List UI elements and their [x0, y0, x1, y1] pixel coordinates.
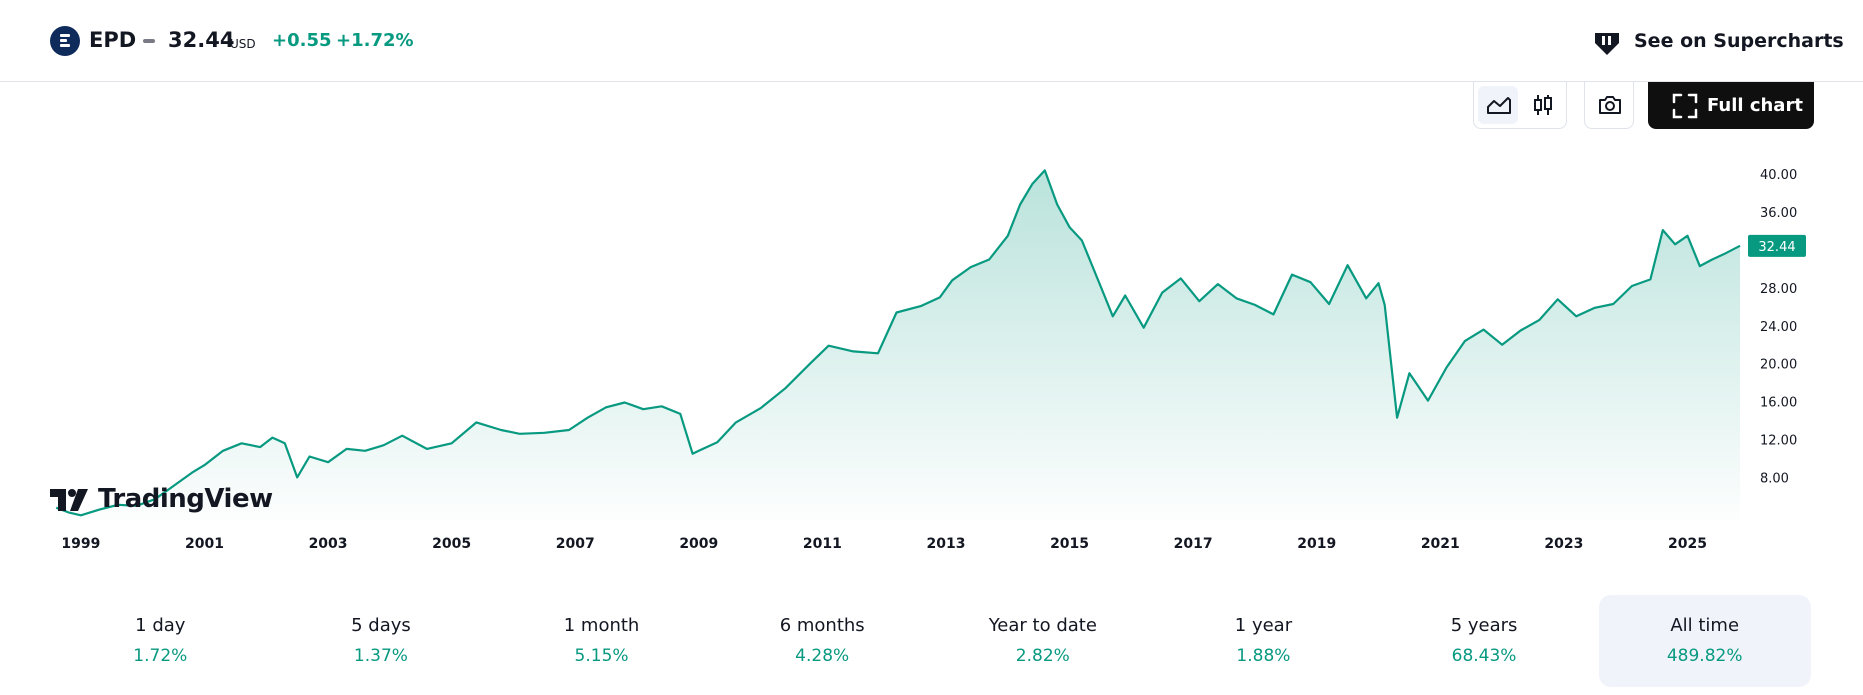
x-axis-tick-label: 2003 [309, 536, 348, 552]
price-area-fill [56, 170, 1741, 520]
period-tab[interactable]: All time 489.82% [1598, 595, 1811, 687]
separator [143, 39, 155, 43]
x-axis-tick-label: 2015 [1050, 536, 1089, 552]
period-return: 489.82% [1666, 646, 1743, 666]
y-axis-tick-label: 28.00 [1760, 282, 1797, 297]
period-return: 68.43% [1451, 646, 1517, 666]
y-axis-tick-label: 8.00 [1760, 471, 1789, 486]
see-on-supercharts-link[interactable]: See on Supercharts [1634, 30, 1844, 52]
last-price-tag-label: 32.44 [1758, 240, 1795, 255]
symbol-ticker[interactable]: EPD [89, 28, 137, 52]
fullscreen-icon [1672, 93, 1698, 119]
period-tab[interactable]: 1 day 1.72% [54, 595, 266, 687]
x-axis-tick-label: 2013 [926, 536, 965, 552]
x-axis-tick-label: 2019 [1297, 536, 1336, 552]
period-label: All time [1670, 615, 1740, 636]
x-axis-tick-label: 2009 [679, 536, 718, 552]
x-axis-tick-label: 2007 [556, 536, 595, 552]
company-logo-icon [50, 26, 80, 56]
x-axis-tick-label: 2005 [432, 536, 471, 552]
x-axis-tick-label: 2017 [1174, 536, 1213, 552]
camera-icon [1599, 96, 1621, 114]
full-chart-button[interactable]: Full chart [1648, 82, 1814, 129]
y-axis-tick-label: 12.00 [1760, 433, 1797, 448]
period-label: Year to date [988, 615, 1097, 636]
period-label: 1 year [1234, 615, 1293, 636]
period-label: 1 day [135, 615, 186, 636]
period-return: 1.37% [353, 646, 408, 666]
x-axis-tick-label: 1999 [61, 536, 100, 552]
screenshot-button[interactable] [1584, 82, 1634, 129]
full-chart-label: Full chart [1707, 95, 1803, 116]
period-tab[interactable]: 6 months 4.28% [716, 595, 928, 687]
y-axis-tick-label: 16.00 [1760, 396, 1797, 411]
symbol-header: EPD 32.44 USD +0.55 +1.72% See on Superc… [0, 0, 1863, 82]
period-return: 5.15% [574, 646, 629, 666]
period-label: 1 month [563, 615, 640, 636]
currency-label: USD [230, 37, 256, 51]
period-tab[interactable]: 1 year 1.88% [1157, 595, 1369, 687]
period-tab[interactable]: 1 month 5.15% [496, 595, 708, 687]
x-axis-tick-label: 2023 [1544, 536, 1583, 552]
period-tab[interactable]: 5 days 1.37% [275, 595, 487, 687]
x-axis-tick-label: 2021 [1421, 536, 1460, 552]
supercharts-icon[interactable] [1592, 27, 1622, 57]
price-change: +0.55 [272, 30, 332, 51]
area-chart-button[interactable] [1478, 86, 1518, 124]
area-chart-icon [1487, 97, 1511, 114]
period-label: 6 months [779, 615, 865, 636]
y-axis-tick-label: 20.00 [1760, 358, 1797, 373]
last-price: 32.44 [168, 28, 235, 52]
x-axis-tick-label: 2011 [803, 536, 842, 552]
last-price-tag [1748, 234, 1806, 257]
tradingview-wordmark: TradingView [98, 484, 273, 514]
price-change-percent: +1.72% [336, 30, 414, 51]
y-axis-tick-label: 40.00 [1760, 168, 1797, 183]
price-chart[interactable]: 40.0036.0032.0028.0024.0020.0016.0012.00… [0, 0, 1863, 570]
period-tab[interactable]: 5 years 68.43% [1378, 595, 1590, 687]
y-axis-tick-label: 24.00 [1760, 320, 1797, 335]
candlestick-chart-button[interactable] [1522, 86, 1562, 124]
price-line [55, 169, 1741, 517]
period-return: 1.72% [133, 646, 188, 666]
period-label: 5 days [351, 615, 411, 636]
tradingview-mark-icon [50, 489, 88, 511]
x-axis-tick-label: 2025 [1668, 536, 1707, 552]
period-return: 1.88% [1236, 646, 1291, 666]
candlestick-icon [1534, 95, 1552, 115]
period-label: 5 years [1450, 615, 1518, 636]
x-axis-tick-label: 2001 [185, 536, 224, 552]
period-return: 2.82% [1015, 646, 1070, 666]
period-return: 4.28% [795, 646, 850, 666]
y-axis-tick-label: 36.00 [1760, 206, 1797, 221]
chart-type-toggle [1473, 82, 1567, 129]
performance-periods: 1 day 1.72% 5 days 1.37% 1 month 5.15% 6 month… [50, 595, 1815, 687]
period-tab[interactable]: Year to date 2.82% [937, 595, 1149, 687]
